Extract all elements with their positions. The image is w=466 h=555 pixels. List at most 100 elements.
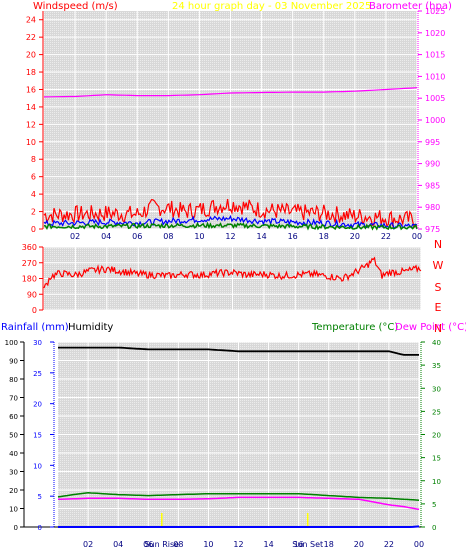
- baro-tick-label: 1005: [425, 94, 445, 103]
- rain-tick-label: 0: [38, 524, 42, 532]
- baro-tick-label: 1025: [425, 7, 445, 16]
- rain-tick-label: 20: [33, 401, 42, 409]
- windspeed-line-gust: [43, 198, 418, 229]
- hour-tick-label: 14: [263, 540, 273, 549]
- rain-tick-label: 15: [33, 432, 42, 440]
- humidity-tick-label: 40: [9, 450, 18, 458]
- direction-tick-label: 90: [27, 290, 37, 299]
- temp-tick-label: 20: [432, 432, 441, 440]
- humidity-tick-label: 30: [9, 469, 18, 477]
- humidity-tick-label: 90: [9, 358, 18, 366]
- baro-tick-label: 1015: [425, 51, 445, 60]
- windspeed-axis-title: Windspeed (m/s): [33, 1, 118, 12]
- hour-tick-label: 00: [414, 540, 424, 549]
- hour-tick-label: 08: [173, 540, 183, 549]
- humidity-tick-label: 60: [9, 413, 18, 421]
- dewpoint-line: [57, 496, 420, 511]
- direction-tick-label: 0: [32, 306, 37, 315]
- hour-tick-label: 02: [83, 540, 93, 549]
- rain-tick-label: 25: [33, 370, 42, 378]
- wind-tick-label: 20: [26, 51, 36, 60]
- windspeed-line-green: [43, 221, 418, 231]
- wind-direction-line: [43, 256, 422, 289]
- hour-tick-label: 20: [354, 540, 364, 549]
- baro-tick-label: 995: [425, 138, 440, 147]
- wind-tick-label: 4: [31, 190, 36, 199]
- sun-event-label: Sun Set: [292, 540, 323, 549]
- hour-tick-label: 10: [194, 232, 204, 241]
- hour-tick-label: 22: [381, 232, 391, 241]
- rain-tick-label: 30: [33, 339, 42, 347]
- hour-tick-label: 16: [288, 232, 298, 241]
- wind-tick-label: 16: [26, 85, 36, 94]
- hour-tick-label: 20: [350, 232, 360, 241]
- wind-tick-label: 14: [26, 103, 36, 112]
- hour-tick-label: 12: [225, 232, 235, 241]
- direction-tick-label: 180: [22, 275, 37, 284]
- temp-tick-label: 15: [432, 455, 441, 463]
- humidity-axis-title: Humidity: [68, 322, 113, 333]
- hour-tick-label: 14: [256, 232, 266, 241]
- compass-label: N: [434, 238, 442, 251]
- temperature-line: [57, 492, 420, 501]
- dewpoint-axis-title: Dew Point (°C): [395, 322, 466, 333]
- direction-tick-label: 360: [22, 243, 37, 252]
- wind-tick-label: 6: [31, 173, 36, 182]
- temperature-axis-title: Temperature (°C): [311, 322, 398, 333]
- rain-tick-label: 5: [38, 493, 42, 501]
- temp-tick-label: 25: [432, 408, 441, 416]
- hour-tick-label: 16: [294, 540, 304, 549]
- temp-tick-label: 5: [432, 501, 436, 509]
- wind-tick-label: 12: [26, 120, 36, 129]
- compass-label: E: [435, 301, 442, 314]
- hour-tick-label: 22: [384, 540, 394, 549]
- hour-tick-label: 04: [101, 232, 111, 241]
- hour-tick-label: 08: [163, 232, 173, 241]
- compass-label: W: [433, 259, 444, 272]
- humidity-tick-label: 20: [9, 487, 18, 495]
- temp-tick-label: 30: [432, 385, 441, 393]
- hour-tick-label: 04: [113, 540, 123, 549]
- direction-tick-label: 270: [22, 259, 37, 268]
- humidity-tick-label: 0: [14, 524, 18, 532]
- wind-tick-label: 2: [31, 208, 36, 217]
- barometer-line: [43, 87, 418, 98]
- temp-tick-label: 10: [432, 478, 441, 486]
- compass-label: S: [435, 281, 442, 294]
- hour-tick-label: 00: [412, 232, 422, 241]
- hour-tick-label: 12: [233, 540, 243, 549]
- humidity-tick-label: 10: [9, 506, 18, 514]
- humidity-tick-label: 50: [9, 432, 18, 440]
- hour-tick-label: 10: [203, 540, 213, 549]
- wind-tick-label: 8: [31, 155, 36, 164]
- baro-tick-label: 1010: [425, 72, 445, 81]
- chart-title: 24 hour graph day - 03 November 2025: [172, 1, 371, 12]
- baro-tick-label: 975: [425, 225, 440, 234]
- humidity-tick-label: 70: [9, 395, 18, 403]
- temp-tick-label: 35: [432, 362, 441, 370]
- wind-tick-label: 22: [26, 33, 36, 42]
- compass-label: N: [434, 322, 442, 335]
- temp-humidity-panel: 0 10 20 30 40 50 60 70 80 90 100 0 5 10 15 20 25 30 0 5 10…: [5, 339, 441, 549]
- hour-tick-label: 02: [70, 232, 80, 241]
- rainfall-line: [58, 525, 420, 528]
- rainfall-axis-title: Rainfall (mm): [1, 322, 69, 333]
- baro-tick-label: 980: [425, 203, 440, 212]
- hour-tick-label: 06: [132, 232, 142, 241]
- wind-tick-label: 0: [31, 225, 36, 234]
- wind-tick-label: 24: [26, 16, 36, 25]
- hour-tick-label: 18: [324, 540, 334, 549]
- wind-tick-label: 10: [26, 138, 36, 147]
- humidity-line: [58, 346, 419, 356]
- wind-tick-label: 18: [26, 68, 36, 77]
- humidity-tick-label: 80: [9, 376, 18, 384]
- temp-tick-label: 40: [432, 339, 441, 347]
- windspeed-line-avg: [43, 214, 418, 231]
- humidity-tick-label: 100: [5, 339, 18, 347]
- hour-tick-label: 18: [319, 232, 329, 241]
- barometer-axis-title: Barometer (hpa): [369, 1, 452, 12]
